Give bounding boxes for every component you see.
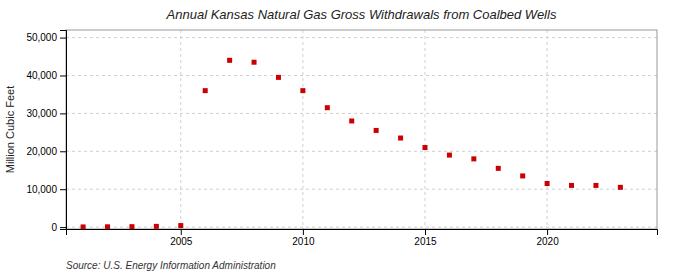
x-axis: 2005 2010 2015 2020: [67, 229, 658, 247]
y-grid-line: [66, 37, 657, 38]
point: [545, 181, 550, 186]
y-tick-mark: [60, 227, 66, 228]
point: [496, 166, 501, 171]
point: [276, 75, 281, 80]
y-tick-label: 0: [51, 222, 57, 233]
point: [252, 60, 257, 65]
point: [398, 136, 403, 141]
y-tick-label: 10,000: [26, 184, 57, 195]
x-tick-label: 2010: [292, 236, 315, 247]
y-tick: 50,000: [26, 32, 66, 43]
x-tick-label: 2015: [414, 236, 437, 247]
point: [325, 105, 330, 110]
y-tick-label: 20,000: [26, 146, 57, 157]
plot: 2005 2010 2015 2020 0 10,000 20,000 30,000 40,00…: [26, 30, 657, 247]
x-tick-mark: [425, 229, 426, 235]
x-axis-line: [67, 230, 658, 236]
y-tick: 30,000: [26, 108, 66, 119]
x-tick-label: 2005: [170, 236, 193, 247]
point: [471, 156, 476, 161]
y-tick: 10,000: [26, 184, 66, 195]
x-tick-mark: [181, 229, 182, 235]
x-tick: 2020: [536, 229, 559, 247]
y-grid-line: [66, 113, 657, 114]
chart-svg: 2005 2010 2015 2020 0 10,000 20,000 30,000 40,00…: [0, 0, 675, 275]
x-grid-line: [302, 30, 303, 229]
x-grid-line: [180, 30, 181, 229]
point: [593, 183, 598, 188]
y-grid-line: [66, 189, 657, 190]
x-tick: 2005: [170, 229, 193, 247]
y-tick-mark: [60, 113, 66, 114]
source-note: Source: U.S. Energy Information Administ…: [66, 260, 276, 271]
y-tick-mark: [60, 75, 66, 76]
y-grid-line: [66, 151, 657, 152]
y-tick: 0: [51, 222, 66, 233]
point: [422, 145, 427, 150]
x-grid-line: [547, 30, 548, 229]
x-grid-line: [424, 30, 425, 229]
point: [154, 224, 159, 229]
point: [618, 185, 623, 190]
y-tick-mark: [60, 151, 66, 152]
plot-frame: [66, 30, 657, 229]
point: [300, 88, 305, 93]
point: [178, 223, 183, 228]
y-tick: 20,000: [26, 146, 66, 157]
y-tick-label: 30,000: [26, 108, 57, 119]
y-axis: 0 10,000 20,000 30,000 40,000 50,000: [26, 31, 66, 233]
point: [129, 224, 134, 229]
x-tick: 2010: [292, 229, 315, 247]
y-tick-label: 50,000: [26, 32, 57, 43]
point: [349, 118, 354, 123]
title: Annual Kansas Natural Gas Gross Withdraw…: [166, 7, 557, 22]
y-tick: 40,000: [26, 70, 66, 81]
point: [569, 183, 574, 188]
point: [81, 224, 86, 229]
y-tick-label: 40,000: [26, 70, 57, 81]
x-tick-label: 2020: [536, 236, 559, 247]
point: [520, 173, 525, 178]
y-tick-mark: [60, 189, 66, 190]
y-tick-mark: [60, 38, 66, 39]
y-axis-title: Million Cubic Feet: [4, 86, 16, 173]
point: [203, 88, 208, 93]
grid: [66, 30, 657, 229]
y-grid-line: [66, 75, 657, 76]
x-tick-mark: [547, 229, 548, 235]
points: [81, 58, 623, 229]
x-tick: 2015: [414, 229, 437, 247]
chart-container: 2005 2010 2015 2020 0 10,000 20,000 30,000 40,00…: [0, 0, 675, 275]
point: [105, 224, 110, 229]
x-tick-mark: [303, 229, 304, 235]
point: [447, 153, 452, 158]
point: [227, 58, 232, 63]
point: [374, 128, 379, 133]
y-axis-line: [60, 31, 67, 230]
